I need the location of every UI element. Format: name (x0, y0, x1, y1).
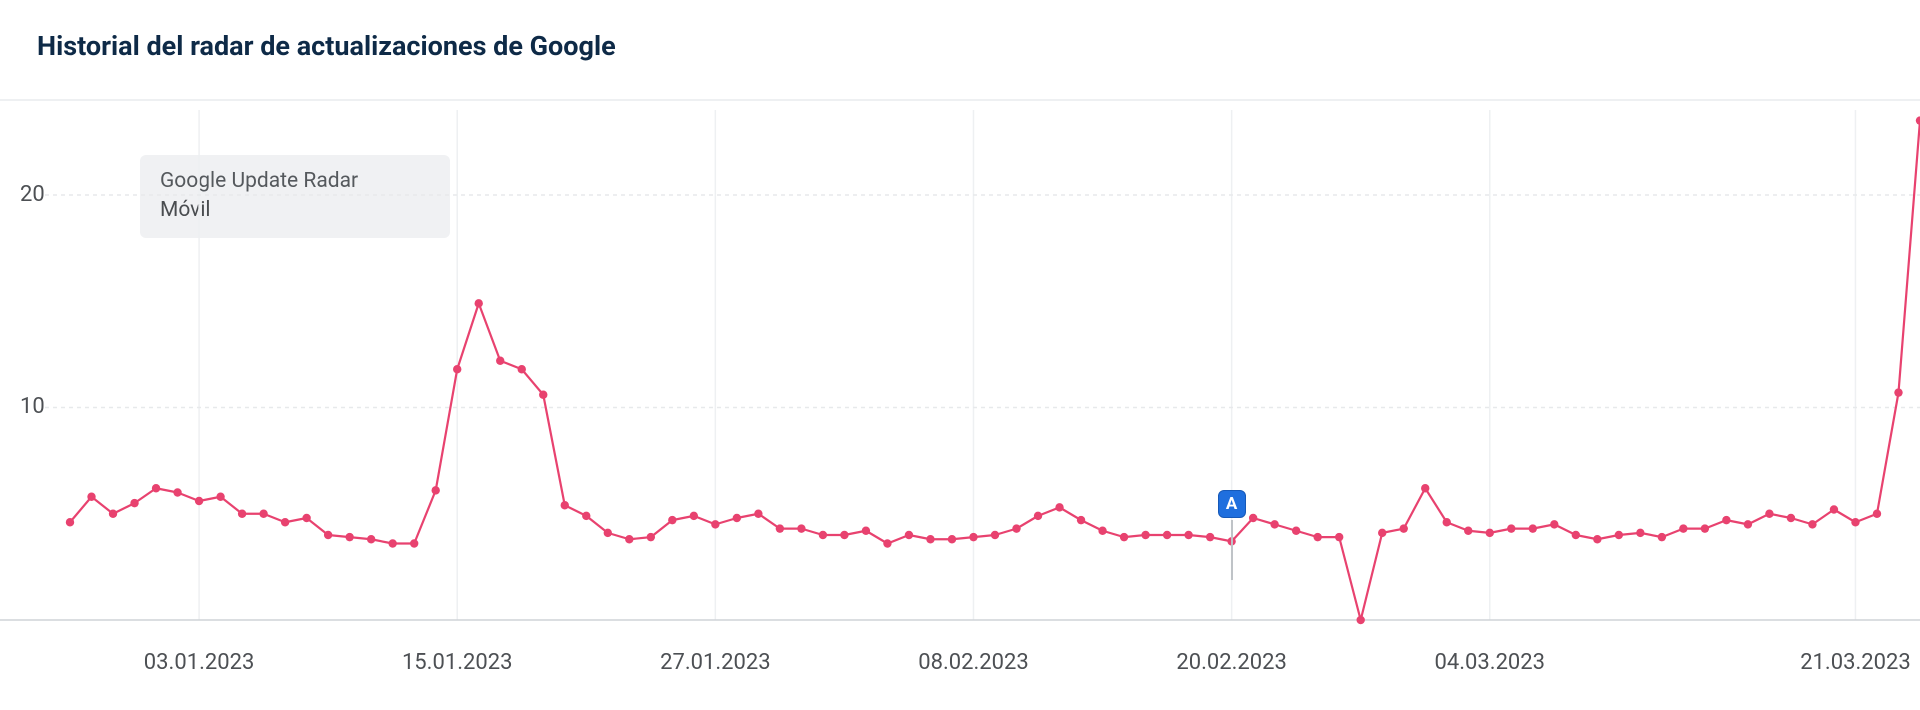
x-axis-tick-label: 15.01.2023 (402, 650, 513, 675)
x-axis-tick-label: 21.03.2023 (1800, 650, 1911, 675)
chart-svg (0, 0, 1920, 710)
x-axis-tick-label: 27.01.2023 (660, 650, 771, 675)
annotation-badge[interactable]: A (1218, 490, 1246, 518)
chart-container: Historial del radar de actualizaciones d… (0, 0, 1920, 710)
annotation-stem (1231, 520, 1233, 580)
x-axis-tick-label: 03.01.2023 (144, 650, 255, 675)
x-axis-tick-label: 04.03.2023 (1435, 650, 1546, 675)
y-axis-tick-label: 20 (20, 182, 45, 207)
y-axis-tick-label: 10 (20, 394, 45, 419)
x-axis-tick-label: 08.02.2023 (918, 650, 1029, 675)
x-axis-tick-label: 20.02.2023 (1176, 650, 1287, 675)
